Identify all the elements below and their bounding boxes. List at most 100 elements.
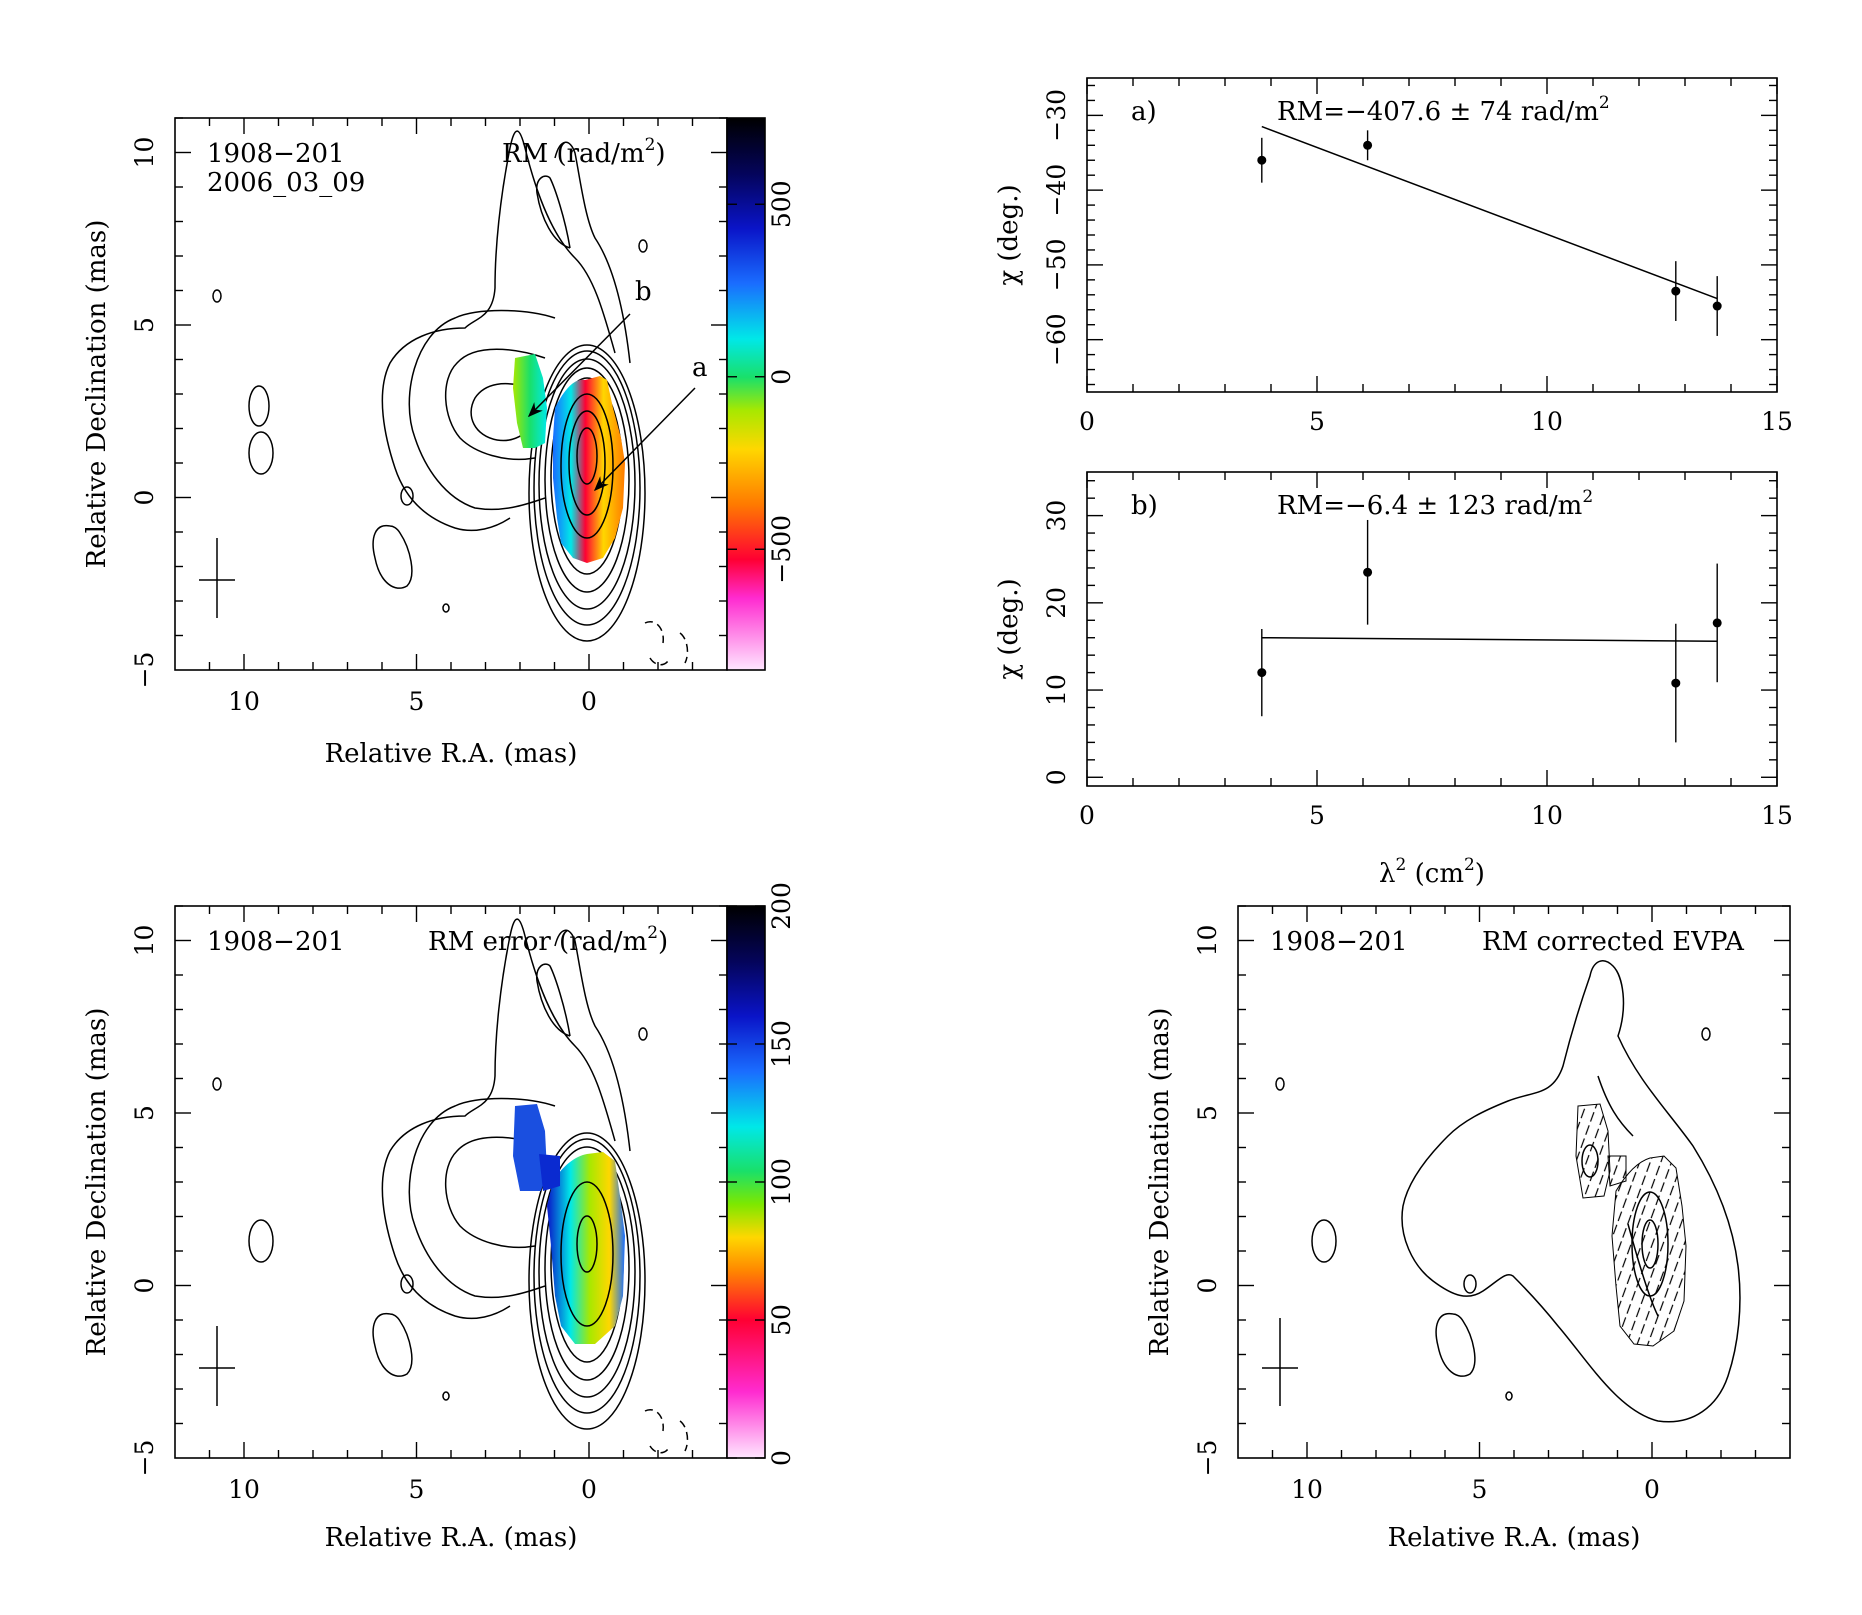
y-tick-label: −30 xyxy=(1042,89,1071,142)
chi-plot-b-marks xyxy=(1257,519,1722,743)
chi-plot-b-panel-label: b) xyxy=(1131,491,1158,521)
err-colorbar: 200 150 100 50 0 xyxy=(726,882,796,1466)
err-quantity-tail: ) xyxy=(658,927,668,957)
err-quantity-label: RM error (rad/m2) xyxy=(428,923,668,957)
chi-plot-b-xlabel-lambda: λ xyxy=(1379,859,1395,889)
beam-ellipse xyxy=(248,431,274,475)
x-tick-label: 0 xyxy=(1079,801,1095,830)
chi-plot-b-xlabel: λ2 (cm2) xyxy=(1379,855,1485,889)
x-tick-label: 5 xyxy=(1309,801,1325,830)
x-tick-label: 10 xyxy=(1291,1475,1323,1504)
x-tick-label: 10 xyxy=(1531,801,1563,830)
err-region-b xyxy=(513,1104,547,1191)
chi-plot-a-annotation-text: RM=−407.6 ± 74 rad/m xyxy=(1277,97,1599,127)
y-tick-label: 0 xyxy=(1042,769,1071,785)
y-tick-label: 10 xyxy=(1042,674,1071,706)
x-tick-label: 0 xyxy=(581,1475,597,1504)
evpa-source-label: 1908−201 xyxy=(1270,927,1408,957)
rm-map-ylabel: Relative Declination (mas) xyxy=(82,220,112,569)
beam-cross-icon xyxy=(1262,1318,1298,1406)
colorbar-tick-label: 0 xyxy=(767,369,796,385)
chi-plot-b-frame xyxy=(1086,471,1778,787)
colorbar-tick-label: 200 xyxy=(767,882,796,930)
colorbar-tick-label: 100 xyxy=(767,1158,796,1206)
chi-plot-b-xlabel-unit: (cm xyxy=(1406,859,1464,889)
evpa-contours xyxy=(1275,960,1741,1423)
y-tick-label: −40 xyxy=(1042,164,1071,217)
data-point xyxy=(1257,155,1267,165)
data-point xyxy=(1712,301,1722,311)
chi-plot-a: 0 5 10 15 −60 −50 −40 −30 a) RM=−407.6 ± 74 rad… xyxy=(994,77,1793,436)
y-tick-label: −5 xyxy=(1193,1440,1222,1477)
y-tick-label: 0 xyxy=(1193,1278,1222,1294)
chi-plot-a-ylabel: χ (deg.) xyxy=(994,184,1024,285)
rm-source-label: 1908−201 xyxy=(207,139,345,169)
x-tick-label: 5 xyxy=(1309,407,1325,436)
chi-plot-a-ticks: 0 5 10 15 −60 −50 −40 −30 xyxy=(1042,78,1793,436)
evpa-quantity-label: RM corrected EVPA xyxy=(1482,927,1745,957)
rm-quantity-text: RM (rad/m xyxy=(502,139,645,169)
colorbar-tick-label: 50 xyxy=(767,1304,796,1336)
rm-map-xlabel: Relative R.A. (mas) xyxy=(325,739,578,769)
rm-map-contours xyxy=(212,130,689,666)
y-tick-label: 0 xyxy=(130,490,159,506)
y-tick-label: 0 xyxy=(130,1278,159,1294)
beam-cross-icon xyxy=(199,1326,235,1406)
chi-plot-b: 0 5 10 15 0 10 20 30 b) RM=−6.4 ± 123 rad/m2 χ … xyxy=(994,471,1793,889)
pointer-line-a xyxy=(593,387,696,492)
x-tick-label: 0 xyxy=(1079,407,1095,436)
x-tick-label: 10 xyxy=(228,687,260,716)
evpa-vectors-b xyxy=(1575,1103,1611,1199)
y-tick-label: 5 xyxy=(130,1105,159,1121)
data-point xyxy=(1363,567,1373,577)
data-point xyxy=(1671,678,1681,688)
y-tick-label: 30 xyxy=(1042,500,1071,532)
data-point xyxy=(1257,668,1267,678)
y-tick-label: 10 xyxy=(130,137,159,169)
x-tick-label: 15 xyxy=(1761,407,1793,436)
err-quantity-text: RM error (rad/m xyxy=(428,927,647,957)
rm-error-contours xyxy=(212,918,689,1454)
y-tick-label: −50 xyxy=(1042,239,1071,292)
rm-region-a xyxy=(553,376,625,563)
data-point xyxy=(1363,140,1373,150)
rm-region-b xyxy=(513,354,547,448)
evpa-map-frame xyxy=(1237,905,1791,1459)
rm-map-axes: 10 5 0 10 5 0 −5 xyxy=(130,117,727,716)
data-point xyxy=(1671,286,1681,296)
fit-line xyxy=(1261,636,1718,642)
rm-colorbar-ticks: 500 0 −500 xyxy=(727,180,796,584)
chi-plot-a-marks xyxy=(1257,125,1722,336)
colorbar-tick-label: −500 xyxy=(767,515,796,584)
colorbar-tick-label: 500 xyxy=(767,180,796,228)
evpa-map-xlabel: Relative R.A. (mas) xyxy=(1388,1523,1641,1553)
x-tick-label: 5 xyxy=(1472,1475,1488,1504)
pointer-label-a: a xyxy=(692,353,708,383)
chi-plot-a-annotation: RM=−407.6 ± 74 rad/m2 xyxy=(1277,93,1610,127)
rm-quantity-tail: ) xyxy=(655,139,665,169)
y-tick-label: −5 xyxy=(130,652,159,689)
y-tick-label: −60 xyxy=(1042,313,1071,366)
colorbar-tick-label: 0 xyxy=(767,1450,796,1466)
beam-cross-icon xyxy=(199,538,235,618)
chi-plot-b-xlabel-end: ) xyxy=(1475,859,1485,889)
chi-plot-b-annotation-text: RM=−6.4 ± 123 rad/m xyxy=(1277,491,1582,521)
chi-plot-b-ticks: 0 5 10 15 0 10 20 30 xyxy=(1042,472,1793,830)
y-tick-label: 5 xyxy=(130,317,159,333)
y-tick-label: 20 xyxy=(1042,587,1071,619)
evpa-map-axes: 10 5 0 10 5 0 −5 xyxy=(1193,905,1790,1504)
data-point xyxy=(1712,618,1722,628)
x-tick-label: 10 xyxy=(1531,407,1563,436)
colorbar-tick-label: 150 xyxy=(767,1020,796,1068)
x-tick-label: 0 xyxy=(1644,1475,1660,1504)
rm-map-panel: a b 1908−201 2006_03_09 RM (rad/m2) 10 5 0… xyxy=(82,117,796,769)
rm-quantity-label: RM (rad/m2) xyxy=(502,135,666,169)
evpa-map-ylabel: Relative Declination (mas) xyxy=(1145,1008,1175,1357)
x-tick-label: 10 xyxy=(228,1475,260,1504)
rm-date-label: 2006_03_09 xyxy=(207,168,365,198)
evpa-vectors-a xyxy=(1611,1155,1687,1347)
err-map-ylabel: Relative Declination (mas) xyxy=(82,1008,112,1357)
beam-ellipse xyxy=(248,1219,274,1263)
